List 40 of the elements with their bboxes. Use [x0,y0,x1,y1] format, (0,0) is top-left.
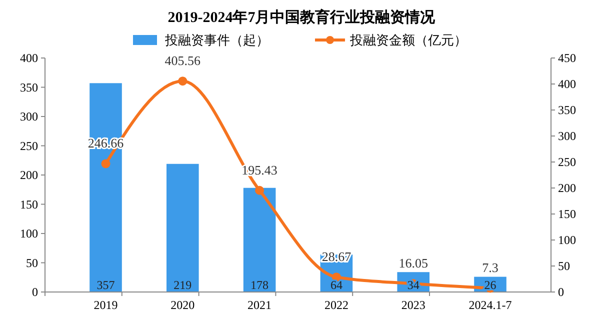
data-label: 405.56 [164,53,202,68]
legend-label: 投融资事件（起） [164,32,269,48]
y2-tick-label: 0 [558,285,564,300]
y-tick-label: 400 [20,51,38,66]
y2-tick-label: 350 [558,103,576,118]
y-tick-label: 350 [20,80,38,94]
y-tick-label: 0 [32,285,38,300]
x-tick-label: 2024.1-7 [468,298,512,312]
data-label: 7.3 [482,260,498,276]
y2-tick-label: 100 [558,233,576,248]
y2-tick-label: 400 [558,77,576,92]
y2-tick-label: 50 [558,259,570,274]
x-tick-label: 2019 [94,298,118,312]
data-label: 178 [250,278,269,292]
point [255,186,264,195]
point [178,76,188,86]
x-tick-label: 2022 [324,298,348,312]
point [101,159,110,168]
y2-tick-label: 450 [558,51,576,66]
x-tick-label: 2020 [170,298,195,312]
chart-title: 2019-2024年7月中国教育行业投融资情况 [168,8,436,26]
y-tick-label: 50 [26,256,38,270]
y-tick-label: 150 [20,197,38,212]
data-label: 16.05 [398,256,428,271]
data-label: 219 [174,278,192,292]
y2-tick-label: 200 [558,181,576,196]
y2-tick-label: 250 [558,155,576,170]
data-label: 64 [330,278,342,292]
legend-label: 投融资金额（亿元） [349,32,467,48]
y2-tick-label: 150 [558,207,576,222]
y2-tick-label: 300 [558,129,576,144]
bar [166,164,199,292]
y-tick-label: 300 [20,110,38,124]
data-label: 357 [96,278,115,292]
x-tick-label: 2021 [248,298,272,312]
bar [90,83,122,292]
y-tick-label: 200 [20,168,38,182]
x-tick-label: 2023 [401,298,426,312]
y-tick-label: 250 [20,138,38,153]
y-tick-label: 100 [20,226,38,241]
